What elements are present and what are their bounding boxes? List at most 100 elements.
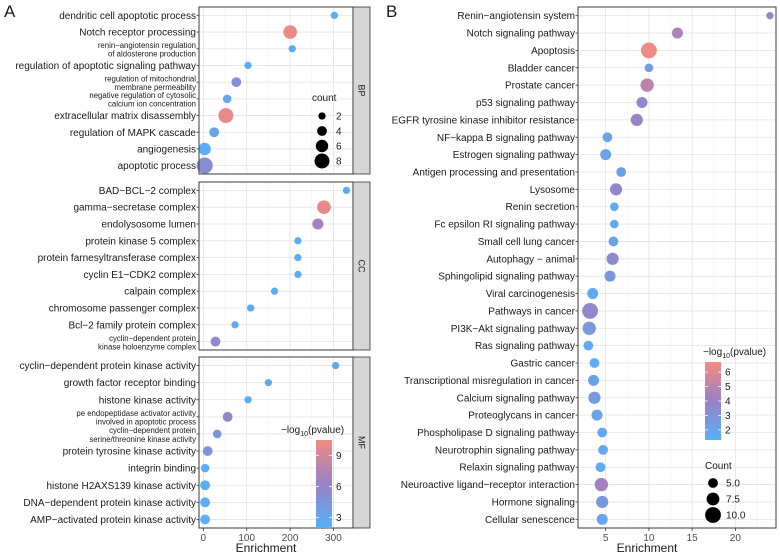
data-point <box>244 396 252 404</box>
facet-strip-label: CC <box>357 260 367 273</box>
data-point <box>604 270 616 282</box>
color-legend-label: 2 <box>725 425 731 436</box>
panel-b-plot-area <box>577 6 777 529</box>
data-point <box>288 45 296 53</box>
color-legend-label: 6 <box>336 482 342 493</box>
data-point <box>283 25 297 39</box>
y-axis-label: protein tyrosine kinase activity <box>63 447 196 458</box>
y-axis-label: cyclin E1−CDK2 complex <box>83 270 196 281</box>
y-axis-label: BAD−BCL−2 complex <box>99 186 196 197</box>
data-point <box>606 252 619 265</box>
facet-strip <box>352 181 371 351</box>
y-axis-label: growth factor receptor binding <box>64 378 196 389</box>
y-axis-label: cyclin−dependent protein kinase holoenzym… <box>98 334 196 352</box>
panel-b-letter: B <box>386 2 397 21</box>
data-point <box>330 11 338 19</box>
data-point <box>598 444 608 455</box>
color-legend-label: 4 <box>725 397 731 408</box>
facet-bp: dendritic cell apoptotic process Notch re… <box>15 6 371 175</box>
data-point <box>317 200 331 215</box>
color-legend-label: 9 <box>336 451 342 462</box>
y-axis-label: DNA−dependent protein kinase activity <box>23 498 196 509</box>
data-point <box>596 495 609 509</box>
y-axis-label: Renin secretion <box>506 202 575 213</box>
data-point <box>202 446 213 456</box>
data-point <box>264 379 273 387</box>
data-point <box>270 287 279 295</box>
y-axis-label: Proteoglycans in cancer <box>468 411 575 422</box>
y-axis-label: Notch receptor processing <box>79 28 196 39</box>
y-axis-label: Autophagy − animal <box>486 254 575 265</box>
facet-strip-label: BP <box>357 84 367 96</box>
y-axis-label: Pathways in cancer <box>488 306 575 317</box>
y-axis-label: Gastric cancer <box>511 359 576 370</box>
size-legend-dot <box>708 478 718 488</box>
data-point <box>342 186 351 195</box>
color-legend-title: −log10(pvalue) <box>281 425 344 438</box>
data-point <box>231 77 242 88</box>
y-axis-label: histone kinase activity <box>99 395 196 406</box>
data-point <box>294 253 302 262</box>
facet-strip <box>352 356 371 529</box>
y-axis-label: regulation of MAPK cascade <box>70 128 197 139</box>
y-axis-label: Antigen processing and presentation <box>413 167 575 178</box>
size-legend-dot <box>706 492 720 506</box>
y-axis-label: Phospholipase D signaling pathway <box>417 428 575 439</box>
size-legend-label: 7.5 <box>726 495 740 506</box>
y-axis-label: Relaxin signaling pathway <box>459 463 575 474</box>
size-legend-label: 2 <box>336 112 342 123</box>
data-point <box>582 303 599 319</box>
data-point <box>616 167 627 177</box>
y-axis-label: Fc epsilon RI signaling pathway <box>434 220 575 231</box>
data-point <box>210 336 221 347</box>
y-axis-label: calpain complex <box>124 287 196 298</box>
y-axis-label: Lysosome <box>530 185 576 196</box>
data-point <box>766 11 774 20</box>
data-point <box>200 480 210 491</box>
facet-cc: BAD−BCL−2 complex gamma−secretase complex… <box>38 181 371 352</box>
data-point <box>244 61 252 70</box>
y-axis-label: histone H2AXS139 kinase activity <box>46 481 196 492</box>
y-axis-label: gamma−secretase complex <box>73 203 196 214</box>
y-axis-label: renin−angiotensin regulation of aldostero… <box>98 41 196 59</box>
data-point <box>671 27 683 39</box>
data-point <box>582 321 596 335</box>
x-axis-tick-label: 5 <box>603 533 609 544</box>
data-point <box>640 42 657 59</box>
y-axis-label: Notch signaling pathway <box>467 29 575 40</box>
facet-strip-label: MF <box>357 436 367 449</box>
size-legend-dot <box>314 153 330 169</box>
data-point <box>600 149 612 161</box>
panel-b: Renin−angiotensin system Notch signaling … <box>392 6 777 544</box>
data-point <box>196 157 213 174</box>
data-point <box>636 97 648 109</box>
y-axis-label: Estrogen signaling pathway <box>453 150 575 161</box>
y-axis-label: Ras signaling pathway <box>475 341 575 352</box>
data-point <box>583 340 594 351</box>
y-axis-label: apoptotic process <box>118 161 196 172</box>
data-point <box>222 94 232 104</box>
x-axis-tick-label: 10 <box>643 533 655 544</box>
panel-a: dendritic cell apoptotic process Notch re… <box>15 6 371 544</box>
y-axis-label: integrin binding <box>128 464 196 475</box>
data-point <box>630 113 643 126</box>
y-axis-label: Apoptosis <box>531 46 575 57</box>
data-point <box>595 462 606 473</box>
y-axis-label: Bladder cancer <box>508 63 576 74</box>
x-axis-tick-label: 200 <box>282 533 299 544</box>
y-axis-label: Renin−angiotensin system <box>457 11 575 22</box>
size-legend-label: 6 <box>336 142 342 153</box>
color-legend-bar <box>316 440 332 528</box>
y-axis-label: pe endopeptidase activator activity invol… <box>76 409 196 427</box>
size-legend-dot <box>318 112 326 120</box>
data-point <box>294 237 302 245</box>
x-axis-tick-label: 300 <box>325 533 342 544</box>
y-axis-label: Prostate cancer <box>505 81 576 92</box>
size-legend-label: 8 <box>336 157 342 168</box>
facet-strip <box>352 6 371 175</box>
color-legend-bar <box>705 362 721 440</box>
y-axis-label: p53 signaling pathway <box>476 98 575 109</box>
x-axis-tick-label: 15 <box>687 533 699 544</box>
size-legend-label: 5.0 <box>726 479 740 490</box>
